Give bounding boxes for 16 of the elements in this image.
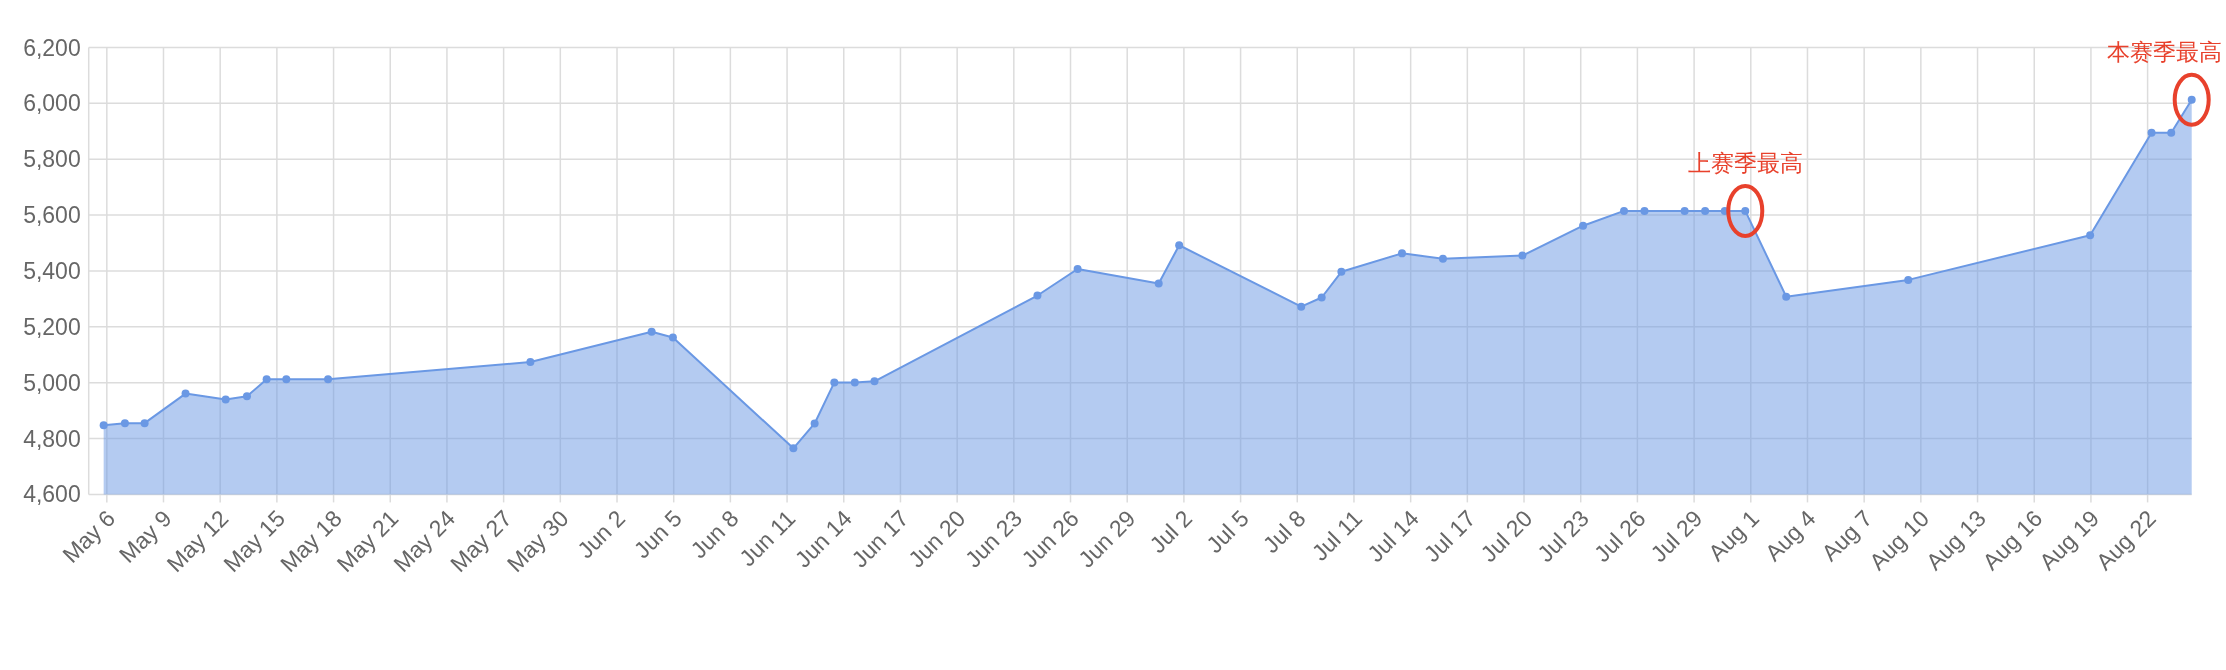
annotation: 上赛季最高	[1687, 149, 1803, 176]
x-tick-label: Jun 2	[572, 505, 631, 564]
y-tick-label: 5,400	[23, 257, 81, 284]
x-tick-label: Jun 5	[628, 505, 687, 564]
y-tick-label: 6,200	[23, 34, 81, 61]
x-tick-label: May 6	[57, 505, 120, 568]
y-tick-label: 5,600	[23, 202, 81, 229]
x-tick-label: Jul 5	[1201, 505, 1254, 558]
annotation: 本赛季最高	[2107, 38, 2222, 65]
y-tick-label: 5,000	[23, 369, 81, 396]
y-tick-label: 6,000	[23, 90, 81, 117]
x-tick-label: Jul 2	[1144, 505, 1198, 558]
y-tick-label: 5,200	[23, 313, 81, 340]
y-tick-label: 4,600	[23, 481, 81, 508]
y-tick-label: 5,800	[23, 146, 81, 173]
y-tick-label: 4,800	[23, 425, 81, 452]
